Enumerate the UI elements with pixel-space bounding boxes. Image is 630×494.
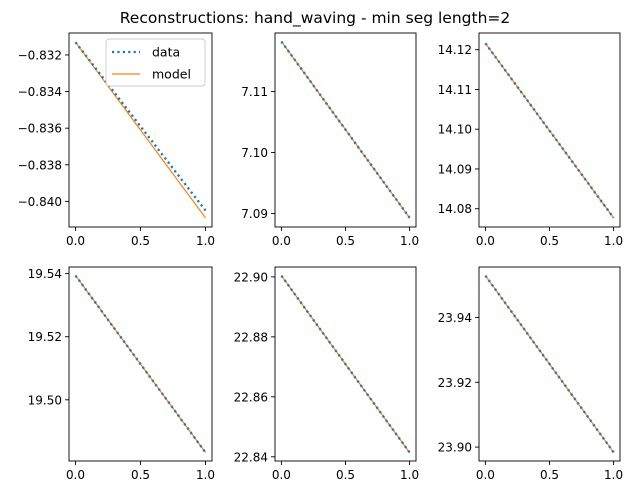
x-tick-label: 1.0 <box>604 234 623 248</box>
x-tick-label: 0.0 <box>476 234 495 248</box>
y-tick-label: 19.54 <box>28 267 62 281</box>
y-tick-label: 14.08 <box>438 202 472 216</box>
x-tick-label: 0.5 <box>540 468 559 482</box>
y-tick-label: 14.09 <box>438 162 472 176</box>
x-tick-label: 1.0 <box>196 234 215 248</box>
x-tick-label: 1.0 <box>400 234 419 248</box>
series-data-line <box>280 40 411 219</box>
y-tick-label: 22.90 <box>234 270 268 284</box>
y-tick-label: −0.840 <box>18 195 62 209</box>
x-tick-label: 0.0 <box>66 234 85 248</box>
y-tick-label: 23.94 <box>438 311 472 325</box>
x-tick-label: 1.0 <box>196 468 215 482</box>
x-tick-label: 1.0 <box>400 468 419 482</box>
x-tick-label: 0.0 <box>476 468 495 482</box>
y-tick-label: 19.52 <box>28 330 62 344</box>
series-data-line <box>484 42 615 219</box>
subplot-4: 0.0 0.5 1.0 19.54 19.52 19.50 <box>28 266 215 482</box>
legend-label-model: model <box>152 67 191 82</box>
series-data-line <box>484 275 615 453</box>
x-tick-label: 0.5 <box>540 234 559 248</box>
subplot-1: 0.0 0.5 1.0 −0.832 −0.834 −0.836 −0.838 −0.840 d… <box>18 32 215 248</box>
y-tick-label: 22.86 <box>234 390 268 404</box>
y-tick-label: 7.11 <box>241 85 268 99</box>
subplot-5: 0.0 0.5 1.0 22.90 22.88 22.86 22.84 <box>234 266 419 482</box>
y-tick-label: −0.834 <box>18 85 62 99</box>
series-model-line <box>75 41 206 219</box>
subplot-2: 0.0 0.5 1.0 7.11 7.10 7.09 <box>241 32 419 248</box>
y-tick-label: 22.84 <box>234 450 268 464</box>
y-tick-label: 23.92 <box>438 376 472 390</box>
series-data-line <box>74 274 207 454</box>
x-tick-label: 0.0 <box>272 234 291 248</box>
subplot-6: 0.0 0.5 1.0 23.94 23.92 23.90 <box>438 266 623 482</box>
y-tick-label: 23.90 <box>438 441 472 455</box>
y-tick-label: 19.50 <box>28 393 62 407</box>
y-tick-label: −0.832 <box>18 48 62 62</box>
x-tick-label: 0.0 <box>66 468 85 482</box>
legend-label-data: data <box>152 45 180 60</box>
x-tick-label: 0.0 <box>272 468 291 482</box>
subplot-3: 0.0 0.5 1.0 14.12 14.11 14.10 14.09 14.08 <box>438 32 623 248</box>
y-tick-label: 14.12 <box>438 43 472 57</box>
y-tick-label: 7.09 <box>241 207 268 221</box>
x-tick-label: 0.5 <box>131 234 150 248</box>
x-tick-label: 0.5 <box>131 468 150 482</box>
y-tick-label: −0.838 <box>18 158 62 172</box>
y-tick-label: 14.10 <box>438 123 472 137</box>
subplot-grid: 0.0 0.5 1.0 −0.832 −0.834 −0.836 −0.838 −0.840 d… <box>18 32 623 482</box>
y-tick-label: 14.11 <box>438 83 472 97</box>
x-tick-label: 0.5 <box>336 468 355 482</box>
series-data-line <box>280 275 411 454</box>
legend: data model <box>105 38 206 87</box>
figure-title: Reconstructions: hand_waving - min seg l… <box>120 9 511 28</box>
y-tick-label: −0.836 <box>18 122 62 136</box>
y-tick-label: 22.88 <box>234 330 268 344</box>
x-tick-label: 0.5 <box>336 234 355 248</box>
x-tick-label: 1.0 <box>604 468 623 482</box>
y-tick-label: 7.10 <box>241 146 268 160</box>
